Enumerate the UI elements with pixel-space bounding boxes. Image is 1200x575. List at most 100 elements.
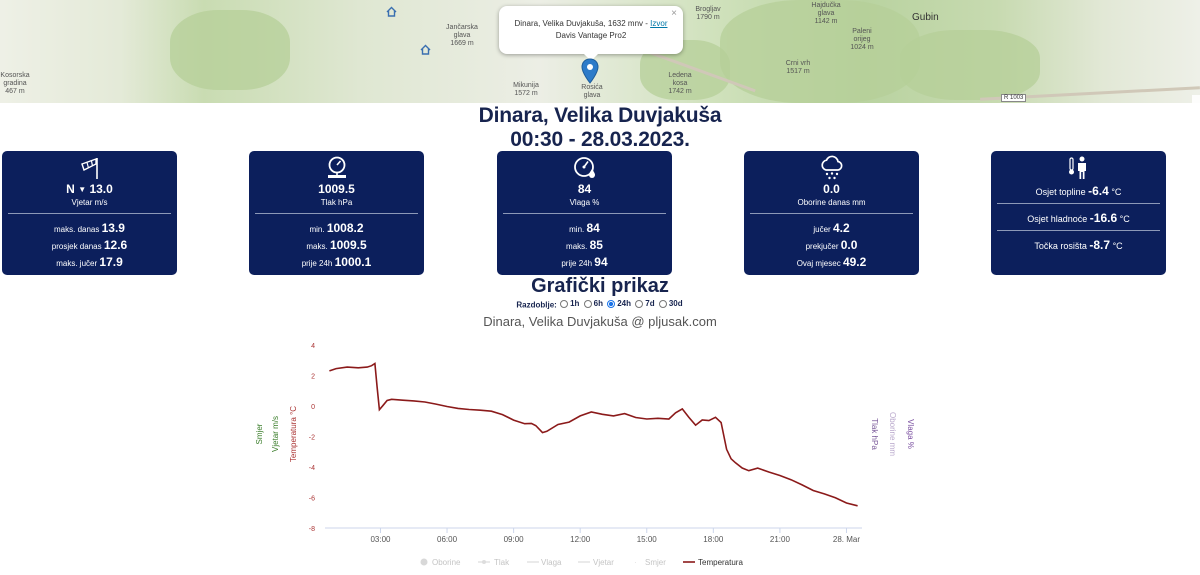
y-tick-label: 4 (311, 343, 315, 350)
close-icon[interactable]: × (671, 8, 677, 19)
map-place-label: Brogljav 1790 m (695, 6, 721, 21)
y-axis-ticks: 4 2 0 -2 -4 -6 -8 (309, 343, 315, 533)
stat-value: 84 (586, 221, 600, 235)
stat-row: jučer 4.2 (744, 221, 919, 235)
chart-legend: Oborine Tlak Vlaga Vjetar · Smjer Temper… (420, 558, 743, 567)
page-title: Dinara, Velika Duvjakuša 00:30 - 28.03.2… (0, 104, 1200, 152)
legend-item-rain[interactable]: Oborine (420, 558, 462, 567)
y-tick-label: 2 (311, 374, 315, 381)
radio-button[interactable] (658, 299, 667, 308)
stat-row: maks. 85 (497, 238, 672, 252)
stat-unit: °C (1112, 241, 1123, 251)
station-popup: × Dinara, Velika Duvjakuša, 1632 mnv - I… (499, 6, 683, 54)
period-option-1h[interactable]: 1h (560, 299, 579, 308)
station-name: Dinara, Velika Duvjakuša (478, 104, 722, 127)
svg-text:Smjer: Smjer (645, 558, 666, 567)
y-axis-label-temperature: Temperatura °C (289, 406, 298, 462)
stat-value: 12.6 (103, 238, 128, 252)
stat-value: 1009.5 (329, 238, 367, 252)
radio-button[interactable] (635, 299, 644, 308)
graph-heading: Grafički prikaz (531, 275, 669, 297)
stat-row: maks. danas 13.9 (2, 221, 177, 235)
pressure-card: 1009.5 Tlak hPa min. 1008.2 maks. 1009.5… (249, 151, 424, 275)
stat-value: 49.2 (842, 255, 867, 269)
map-place-label: Hajdučka glava 1142 m (811, 2, 841, 25)
map-place-label: Crni vrh 1517 m (785, 60, 811, 75)
legend-item-humidity[interactable]: Vlaga (527, 558, 562, 567)
period-option-30d[interactable]: 30d (658, 299, 683, 308)
y-tick-label: -4 (309, 465, 315, 472)
map-place-label: Rosića glava (581, 84, 603, 99)
y-tick-label: -8 (309, 526, 315, 533)
stat-label: jučer (813, 225, 831, 234)
y-axis-label-pressure: Tlak hPa (870, 418, 879, 450)
stat-value: 1000.1 (334, 255, 372, 269)
stat-row: prije 24h 1000.1 (249, 255, 424, 269)
x-tick-label: 03:00 (370, 535, 391, 544)
legend-item-temperature[interactable]: Temperatura (683, 558, 743, 567)
radio-button[interactable] (560, 299, 569, 308)
legend-item-pressure[interactable]: Tlak (478, 558, 510, 567)
svg-text:Vjetar: Vjetar (593, 558, 614, 567)
stat-value: -8.7 (1089, 238, 1111, 252)
svg-text:Tlak: Tlak (494, 558, 510, 567)
feel-card: Osjet topline -6.4 °C Osjet hladnoće -16… (991, 151, 1166, 275)
stat-value: 1008.2 (326, 221, 364, 235)
x-tick-label: 28. Mar (833, 535, 860, 544)
source-link[interactable]: Izvor (650, 19, 668, 28)
popup-tip (583, 53, 599, 61)
road-sign: R 1003 (1001, 94, 1027, 102)
stat-value: 4.2 (832, 221, 850, 235)
map-place-label: Ledena kosa 1742 m (668, 72, 692, 95)
stat-label: Osjet topline (1035, 187, 1086, 197)
stat-row: min. 84 (497, 221, 672, 235)
stat-label: maks. (566, 242, 588, 251)
y-axis-label-direction: Smjer (255, 423, 264, 444)
y-axis-label-wind: Vjetar m/s (271, 416, 280, 452)
legend-item-direction[interactable]: · Smjer (634, 558, 666, 567)
stat-unit: °C (1111, 187, 1122, 197)
stat-label: prosjek danas (51, 242, 102, 251)
barometer-icon (249, 155, 424, 181)
period-option-24h[interactable]: 24h (607, 299, 631, 308)
radio-button-selected[interactable] (607, 299, 616, 308)
location-pin-icon[interactable] (581, 58, 599, 84)
legend-item-wind[interactable]: Vjetar (578, 558, 614, 567)
y-tick-label: 0 (311, 404, 315, 411)
temperature-series-line (329, 362, 858, 507)
x-tick-label: 09:00 (504, 535, 525, 544)
x-tick-label: 21:00 (770, 535, 791, 544)
stat-label: maks. (306, 242, 328, 251)
period-selector: Razdoblje: 1h 6h 24h 7d 30d (0, 299, 1200, 310)
map-place-label: Mikunija 1572 m (513, 82, 539, 97)
stat-row: prosjek danas 12.6 (2, 238, 177, 252)
stat-row: maks. jučer 17.9 (2, 255, 177, 269)
stat-unit: °C (1119, 214, 1130, 224)
house-icon[interactable] (420, 42, 431, 60)
stat-label: Točka rosišta (1034, 241, 1087, 251)
rain-cloud-icon (744, 155, 919, 181)
stat-row: Osjet hladnoće -16.6 °C (991, 211, 1166, 225)
divider (750, 213, 913, 214)
stat-row: prije 24h 94 (497, 255, 672, 269)
rain-label: Oborine danas mm (797, 198, 866, 207)
x-tick-label: 18:00 (703, 535, 724, 544)
divider (503, 213, 666, 214)
period-option-7d[interactable]: 7d (635, 299, 655, 308)
map-place-label: Jančarska glava 1669 m (446, 24, 478, 47)
house-icon[interactable] (386, 4, 397, 22)
x-axis-ticks: 03:00 06:00 09:00 12:00 15:00 18:00 21:00 28. M… (325, 527, 862, 544)
svg-text:Vlaga: Vlaga (541, 558, 562, 567)
legend-marker (420, 558, 428, 566)
temperature-chart[interactable]: 4 2 0 -2 -4 -6 -8 03:00 06:00 09:00 12:00 15:00 18:… (0, 330, 1200, 575)
stat-label: Osjet hladnoće (1027, 214, 1088, 224)
x-tick-label: 06:00 (437, 535, 458, 544)
wind-direction: N (66, 182, 75, 196)
stat-label: Ovaj mjesec (796, 259, 841, 268)
period-option-6h[interactable]: 6h (583, 299, 603, 308)
humidity-value: 84 (577, 182, 592, 196)
radio-button[interactable] (583, 299, 592, 308)
map-place-label: Paleni orijeg 1024 m (850, 28, 874, 51)
divider (997, 203, 1160, 204)
